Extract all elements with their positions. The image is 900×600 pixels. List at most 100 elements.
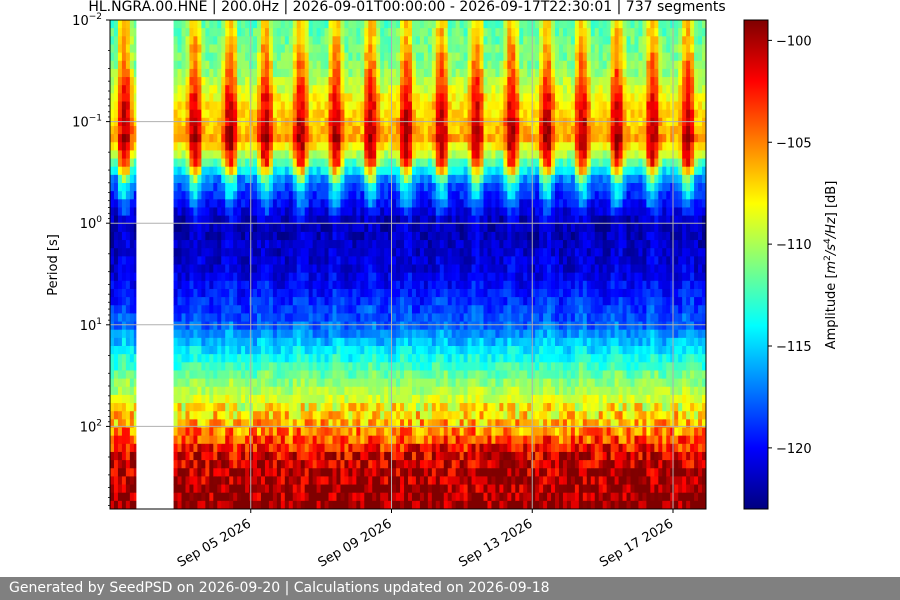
heatmap-cell	[364, 500, 369, 509]
heatmap-cell	[316, 386, 322, 396]
heatmap-cell	[364, 215, 369, 225]
heatmap-cell	[332, 419, 338, 429]
heatmap-cell	[423, 166, 429, 176]
heatmap-cell	[253, 288, 258, 298]
heatmap-cell	[392, 305, 397, 314]
heatmap-cell	[356, 272, 361, 282]
heatmap-cell	[320, 199, 326, 209]
heatmap-cell	[447, 240, 453, 249]
heatmap-cell	[129, 492, 135, 502]
heatmap-cell	[408, 28, 413, 37]
heatmap-cell	[443, 240, 449, 249]
heatmap-cell	[451, 109, 457, 119]
heatmap-cell	[435, 337, 441, 347]
heatmap-cell	[197, 101, 202, 111]
heatmap-cell	[110, 44, 115, 54]
heatmap-cell	[435, 500, 441, 509]
heatmap-cell	[364, 411, 369, 420]
heatmap-cell	[272, 68, 278, 78]
heatmap-cell	[233, 125, 238, 135]
heatmap-cell	[280, 264, 286, 274]
heatmap-cell	[268, 215, 274, 225]
heatmap-cell	[229, 460, 234, 469]
heatmap-cell	[117, 191, 123, 200]
heatmap-cell	[388, 256, 393, 266]
heatmap-cell	[225, 370, 230, 380]
heatmap-cell	[121, 362, 127, 372]
heatmap-cell	[189, 142, 195, 151]
heatmap-cell	[324, 101, 330, 111]
heatmap-cell	[189, 215, 195, 225]
heatmap-cell	[332, 68, 338, 78]
heatmap-cell	[431, 248, 437, 257]
heatmap-cell	[249, 36, 254, 46]
heatmap-cell	[439, 199, 445, 209]
heatmap-cell	[400, 264, 405, 274]
heatmap-cell	[443, 362, 449, 372]
heatmap-cell	[201, 28, 206, 37]
heatmap-cell	[455, 68, 461, 78]
heatmap-cell	[372, 435, 377, 445]
heatmap-cell	[276, 256, 282, 266]
heatmap-cell	[392, 297, 397, 306]
heatmap-cell	[292, 240, 298, 249]
heatmap-cell	[344, 451, 349, 461]
heatmap-cell	[419, 150, 425, 160]
heatmap-cell	[133, 321, 139, 331]
heatmap-cell	[328, 370, 334, 380]
heatmap-cell	[423, 305, 429, 314]
heatmap-cell	[185, 386, 191, 396]
heatmap-cell	[288, 174, 294, 184]
heatmap-cell	[296, 207, 302, 217]
heatmap-cell	[344, 256, 349, 266]
heatmap-cell	[264, 337, 270, 347]
heatmap-cell	[380, 231, 385, 241]
heatmap-cell	[213, 223, 218, 233]
heatmap-cell	[221, 484, 226, 494]
heatmap-cell	[427, 378, 433, 388]
heatmap-cell	[221, 403, 226, 412]
heatmap-cell	[268, 150, 274, 160]
heatmap-cell	[435, 109, 441, 119]
heatmap-cell	[229, 321, 234, 331]
heatmap-cell	[431, 354, 437, 363]
heatmap-cell	[233, 256, 238, 266]
heatmap-cell	[229, 443, 234, 453]
heatmap-cell	[233, 240, 238, 249]
heatmap-cell	[396, 117, 401, 127]
heatmap-cell	[173, 468, 179, 477]
heatmap-cell	[300, 20, 306, 29]
heatmap-cell	[264, 248, 270, 257]
heatmap-cell	[455, 248, 461, 257]
heatmap-cell	[427, 36, 433, 46]
heatmap-cell	[380, 305, 385, 314]
heatmap-cell	[253, 443, 258, 453]
heatmap-cell	[404, 484, 409, 494]
heatmap-cell	[372, 207, 377, 217]
heatmap-cell	[225, 231, 230, 241]
heatmap-cell	[213, 297, 218, 306]
heatmap-cell	[173, 411, 179, 420]
heatmap-cell	[129, 443, 135, 453]
heatmap-cell	[237, 370, 242, 380]
heatmap-cell	[360, 20, 365, 29]
heatmap-cell	[280, 215, 286, 225]
heatmap-cell	[340, 484, 346, 494]
heatmap-cell	[451, 346, 457, 355]
heatmap-cell	[300, 272, 306, 282]
heatmap-cell	[229, 36, 234, 46]
heatmap-cell	[455, 166, 461, 176]
heatmap-cell	[376, 435, 381, 445]
heatmap-cell	[439, 191, 445, 200]
heatmap-cell	[221, 93, 226, 103]
heatmap-cell	[272, 337, 278, 347]
heatmap-cell	[396, 500, 401, 509]
heatmap-cell	[423, 52, 429, 62]
heatmap-cell	[245, 109, 250, 119]
heatmap-cell	[177, 321, 183, 331]
heatmap-cell	[217, 191, 222, 200]
heatmap-cell	[201, 443, 206, 453]
heatmap-cell	[459, 354, 465, 363]
heatmap-cell	[471, 403, 477, 412]
heatmap-cell	[241, 150, 246, 160]
